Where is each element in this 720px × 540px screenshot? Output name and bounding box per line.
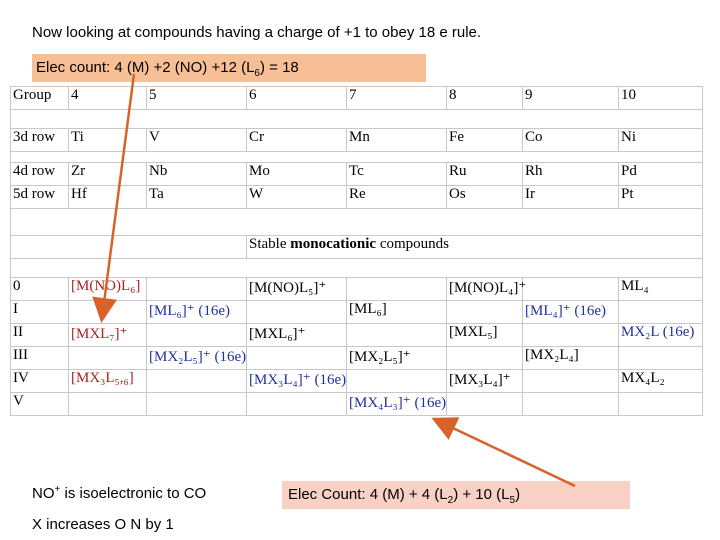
compound-cell: [MX₃L₄]⁺ xyxy=(446,369,523,393)
table-row-ox4: IV [MX₃L₅,₆] [MX₃L₄]⁺ (16e) [MX₃L₄]⁺ MX₄… xyxy=(10,369,703,393)
element-cell: Cr xyxy=(246,128,347,152)
ox-label: 0 xyxy=(10,277,69,301)
compound-cell: [MX₃L₅,₆] xyxy=(68,369,147,393)
ox-label: V xyxy=(10,392,69,416)
element-cell: Ir xyxy=(522,185,619,209)
element-cell: Re xyxy=(346,185,447,209)
table-row-4d: 4d row Zr Nb Mo Tc Ru Rh Pd xyxy=(10,162,703,186)
element-cell: Rh xyxy=(522,162,619,186)
table-row-ox3: III [MX₂L₅]⁺ (16e) [MX₂L₅]⁺ [MX₂L₄] xyxy=(10,346,703,370)
arrow-to-mx2l5 xyxy=(431,417,576,488)
compound-cell: [MX₂L₅]⁺ xyxy=(346,346,447,370)
row-label: 4d row xyxy=(10,162,69,186)
table-row-ox0: 0 [M(NO)L₆] [M(NO)L₅]⁺ [M(NO)L₄]⁺ ML₄ xyxy=(10,277,703,301)
ox-label: I xyxy=(10,300,69,324)
compound-cell: [MX₂L₄] xyxy=(522,346,619,370)
table-row-5d: 5d row Hf Ta W Re Os Ir Pt xyxy=(10,185,703,209)
header-cell: 8 xyxy=(446,86,523,110)
compound-cell: MX₂L (16e) xyxy=(618,323,703,347)
compound-cell: MX₄L₂ xyxy=(618,369,703,393)
compound-cell: [M(NO)L₆] xyxy=(68,277,147,301)
elec-count-box-bottom: Elec Count: 4 (M) + 4 (L2) + 10 (L5) xyxy=(282,481,630,509)
nitrosyl-note: NO+ is isoelectronic to CO xyxy=(32,484,206,502)
elec-count-top-suffix: ) = 18 xyxy=(259,59,299,76)
header-cell: Group xyxy=(10,86,69,110)
compound-cell: [MX₄L₃]⁺ (16e) xyxy=(346,392,447,416)
compound-cell: [M(NO)L₅]⁺ xyxy=(246,277,347,301)
element-cell: Ni xyxy=(618,128,703,152)
elec-count-bottom-prefix: Elec Count: 4 (M) + 4 (L xyxy=(288,486,448,503)
slide-title: Now looking at compounds having a charge… xyxy=(32,24,482,41)
element-cell: Ta xyxy=(146,185,247,209)
elec-count-bottom-sub1: 2 xyxy=(447,495,454,506)
stable-title-post: compounds xyxy=(376,236,449,252)
element-cell: Mo xyxy=(246,162,347,186)
elec-count-bottom-suffix: ) xyxy=(515,486,521,503)
header-cell: 7 xyxy=(346,86,447,110)
element-cell: Ti xyxy=(68,128,147,152)
element-cell: Ru xyxy=(446,162,523,186)
stable-compounds-title-row: Stable monocationic compounds xyxy=(10,235,703,259)
element-cell: Pt xyxy=(618,185,703,209)
elec-count-top-sub: 6 xyxy=(254,68,260,79)
element-cell: Mn xyxy=(346,128,447,152)
element-cell: Nb xyxy=(146,162,247,186)
header-cell: 5 xyxy=(146,86,247,110)
compound-cell: [MXL₅] xyxy=(446,323,523,347)
element-cell: Tc xyxy=(346,162,447,186)
row-label: 5d row xyxy=(10,185,69,209)
header-cell: 6 xyxy=(246,86,347,110)
stable-title-bold: monocationic xyxy=(290,236,377,252)
nitrosyl-note-suffix: is isoelectronic to CO xyxy=(60,485,207,502)
ox-label: III xyxy=(10,346,69,370)
element-cell: Co xyxy=(522,128,619,152)
compound-cell: [ML₄]⁺ (16e) xyxy=(522,300,619,324)
element-cell: Os xyxy=(446,185,523,209)
elec-count-bottom-sub2: 5 xyxy=(509,495,516,506)
element-cell: Fe xyxy=(446,128,523,152)
compound-cell: [MXL₆]⁺ xyxy=(246,323,347,347)
element-cell: V xyxy=(146,128,247,152)
ox-label: IV xyxy=(10,369,69,393)
elec-count-box-top: Elec count: 4 (M) +2 (NO) +12 (L6) = 18 xyxy=(32,54,426,82)
element-cell: W xyxy=(246,185,347,209)
compound-cell: [ML₆] xyxy=(346,300,447,324)
element-cell: Zr xyxy=(68,162,147,186)
table-header-row: Group 4 5 6 7 8 9 10 xyxy=(10,86,703,110)
nitrosyl-note-prefix: NO xyxy=(32,485,55,502)
compound-cell: [MX₃L₄]⁺ (16e) xyxy=(246,369,347,393)
compound-cell: [ML₆]⁺ (16e) xyxy=(146,300,247,324)
table-row-ox2: II [MXL₇]⁺ [MXL₆]⁺ [MXL₅] MX₂L (16e) xyxy=(10,323,703,347)
compound-cell: [MXL₇]⁺ xyxy=(68,323,147,347)
table-row-ox1: I [ML₆]⁺ (16e) [ML₆] [ML₄]⁺ (16e) xyxy=(10,300,703,324)
compound-cell: [M(NO)L₄]⁺ xyxy=(446,277,526,301)
periodic-table: Group 4 5 6 7 8 9 10 3d row Ti V Cr Mn F… xyxy=(10,86,703,416)
table-row-ox5: V [MX₄L₃]⁺ (16e) xyxy=(10,392,703,416)
x-oxidation-note: X increases O N by 1 xyxy=(32,516,174,533)
header-cell: 9 xyxy=(522,86,619,110)
elec-count-bottom-mid: ) + 10 (L xyxy=(453,486,510,503)
ox-label: II xyxy=(10,323,69,347)
compound-cell: [MX₂L₅]⁺ (16e) xyxy=(146,346,247,370)
element-cell: Pd xyxy=(618,162,703,186)
nitrosyl-note-sup: + xyxy=(54,484,61,495)
header-cell: 10 xyxy=(618,86,703,110)
table-row-3d: 3d row Ti V Cr Mn Fe Co Ni xyxy=(10,128,703,152)
header-cell: 4 xyxy=(68,86,147,110)
stable-title-pre: Stable xyxy=(249,236,291,252)
elec-count-top-prefix: Elec count: 4 (M) +2 (NO) +12 (L xyxy=(36,59,255,76)
compound-cell: ML₄ xyxy=(618,277,703,301)
row-label: 3d row xyxy=(10,128,69,152)
element-cell: Hf xyxy=(68,185,147,209)
